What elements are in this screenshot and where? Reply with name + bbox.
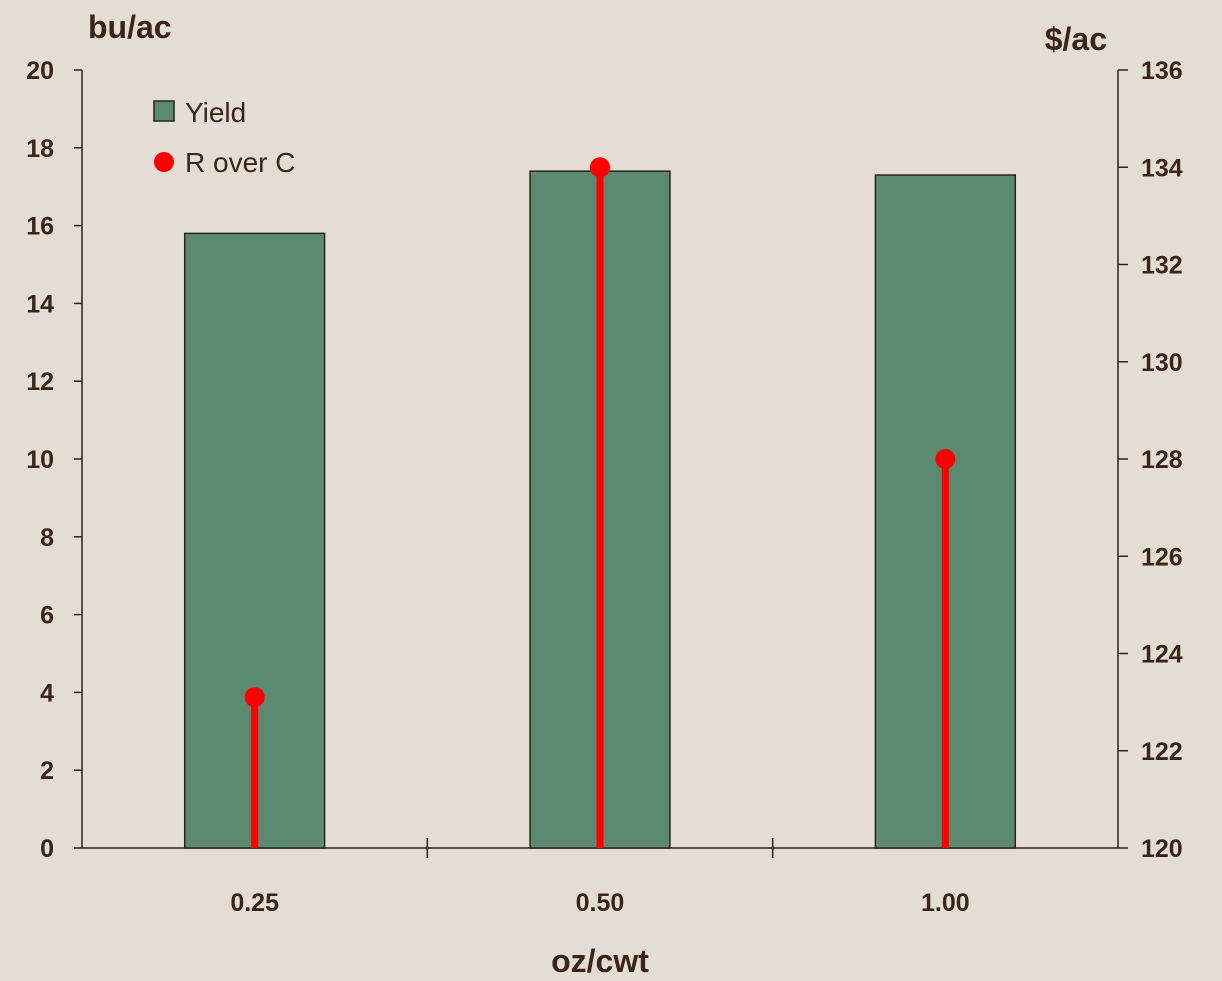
y-left-tick-label: 18 [26,135,54,163]
legend-yield-label: Yield [185,97,246,128]
y-right-tick-label: 130 [1141,349,1183,377]
r-over-c-point [935,449,956,469]
y-left-tick-label: 20 [26,57,54,85]
y-left-tick-label: 2 [40,757,54,785]
y-axis-left-title: bu/ac [88,9,172,45]
r-over-c-point [244,687,265,708]
y-left-tick-label: 10 [26,446,54,474]
r-over-c-series [244,157,956,848]
y-left-tick-label: 4 [40,679,54,707]
y-left-tick-label: 14 [26,290,54,318]
legend: Yield R over C [153,97,295,178]
y-axis-right-title: $/ac [1045,21,1107,57]
y-left-tick-label: 12 [26,368,54,396]
r-over-c-point [590,157,610,178]
x-axis-title: oz/cwt [551,943,649,979]
y-right-tick-label: 120 [1141,835,1183,863]
y-right-tick-label: 122 [1141,738,1183,766]
legend-yield-swatch [153,100,175,122]
y-left-tick-label: 0 [40,835,54,863]
y-axis-left-ticks: 0 2 4 6 8 10 12 14 16 18 20 [26,57,82,863]
y-right-tick-label: 128 [1141,446,1183,474]
y-left-tick-label: 6 [40,602,54,630]
y-left-tick-label: 8 [40,524,54,552]
x-tick-label: 1.00 [921,889,970,917]
x-tick-label: 0.50 [576,889,625,917]
y-right-tick-label: 134 [1141,154,1183,182]
y-right-tick-label: 126 [1141,543,1183,571]
legend-r-over-c-label: R over C [185,147,295,178]
x-tick-label: 0.25 [230,889,279,917]
y-right-tick-label: 124 [1141,641,1183,669]
y-left-tick-label: 16 [26,213,54,241]
x-axis-ticks: 0.25 0.50 1.00 [230,838,970,917]
legend-r-over-c-marker [154,152,174,172]
y-right-tick-label: 136 [1141,57,1183,85]
y-right-tick-label: 132 [1141,252,1183,280]
y-axis-right-ticks: 120 122 124 126 128 130 132 134 136 [1118,57,1183,863]
